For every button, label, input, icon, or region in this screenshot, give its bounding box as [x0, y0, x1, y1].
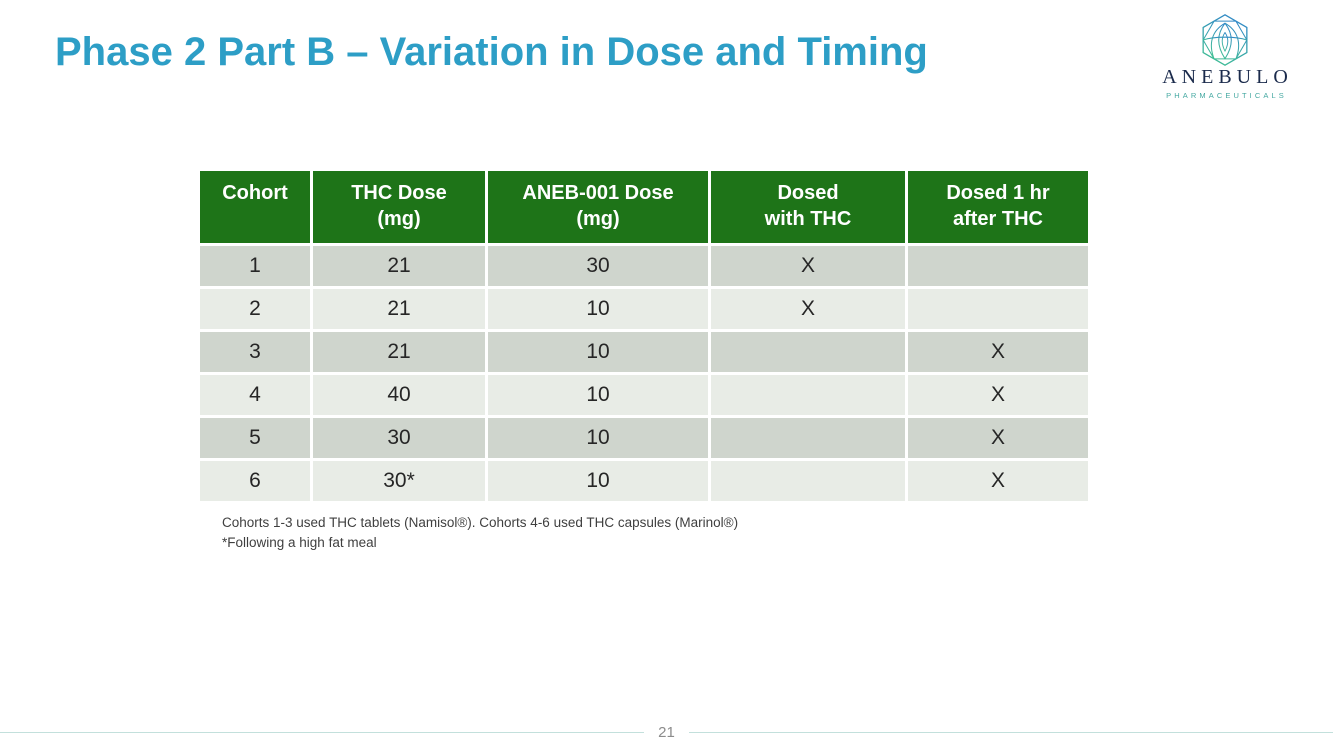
table-cell: 30	[488, 246, 708, 286]
table-cell	[908, 246, 1088, 286]
table-cell: X	[908, 461, 1088, 501]
table-cell: 30*	[313, 461, 485, 501]
table-cell: X	[908, 332, 1088, 372]
table-cell	[711, 332, 905, 372]
table-cell: 40	[313, 375, 485, 415]
table-cell	[711, 375, 905, 415]
table-header-cell: Cohort	[200, 171, 310, 243]
slide-footer: 21	[0, 722, 1333, 742]
slide-title: Phase 2 Part B – Variation in Dose and T…	[55, 30, 928, 74]
table-header-cell: THC Dose (mg)	[313, 171, 485, 243]
hexagon-lattice-icon	[1202, 14, 1248, 66]
table-cell: 5	[200, 418, 310, 458]
table-cell: 21	[313, 246, 485, 286]
page-number: 21	[658, 723, 675, 741]
table-cell: 10	[488, 461, 708, 501]
table-cell: 1	[200, 246, 310, 286]
anebulo-logo-subtitle: PHARMACEUTICALS	[1166, 91, 1287, 100]
table-cell	[908, 289, 1088, 329]
table-cell: 21	[313, 289, 485, 329]
table-cell: X	[908, 375, 1088, 415]
table-cell: X	[711, 246, 905, 286]
table-cell: X	[908, 418, 1088, 458]
table-cell: 6	[200, 461, 310, 501]
footnote-line: Cohorts 1-3 used THC tablets (Namisol®).…	[222, 515, 739, 530]
anebulo-logo-name: ANEBULO	[1162, 66, 1293, 88]
table-cell: X	[711, 289, 905, 329]
table-footnotes: Cohorts 1-3 used THC tablets (Namisol®).…	[222, 513, 738, 553]
table-cell: 3	[200, 332, 310, 372]
footnote-line: *Following a high fat meal	[222, 535, 377, 550]
anebulo-logo: ANEBULO PHARMACEUTICALS	[1145, 12, 1305, 100]
table-cell: 4	[200, 375, 310, 415]
table-cell: 10	[488, 418, 708, 458]
table-cell: 10	[488, 332, 708, 372]
dose-timing-table: Cohort THC Dose (mg) ANEB-001 Dose (mg) Dosed…	[200, 171, 1088, 501]
table-header-cell: Dosed 1 hr after THC	[908, 171, 1088, 243]
table-cell	[711, 461, 905, 501]
table-cell: 21	[313, 332, 485, 372]
footer-divider-right	[688, 731, 1333, 733]
footer-divider-left	[0, 731, 645, 733]
table-cell: 2	[200, 289, 310, 329]
table-cell	[711, 418, 905, 458]
table-cell: 30	[313, 418, 485, 458]
table-cell: 10	[488, 375, 708, 415]
table-header-cell: Dosed with THC	[711, 171, 905, 243]
table-header-cell: ANEB-001 Dose (mg)	[488, 171, 708, 243]
table-cell: 10	[488, 289, 708, 329]
